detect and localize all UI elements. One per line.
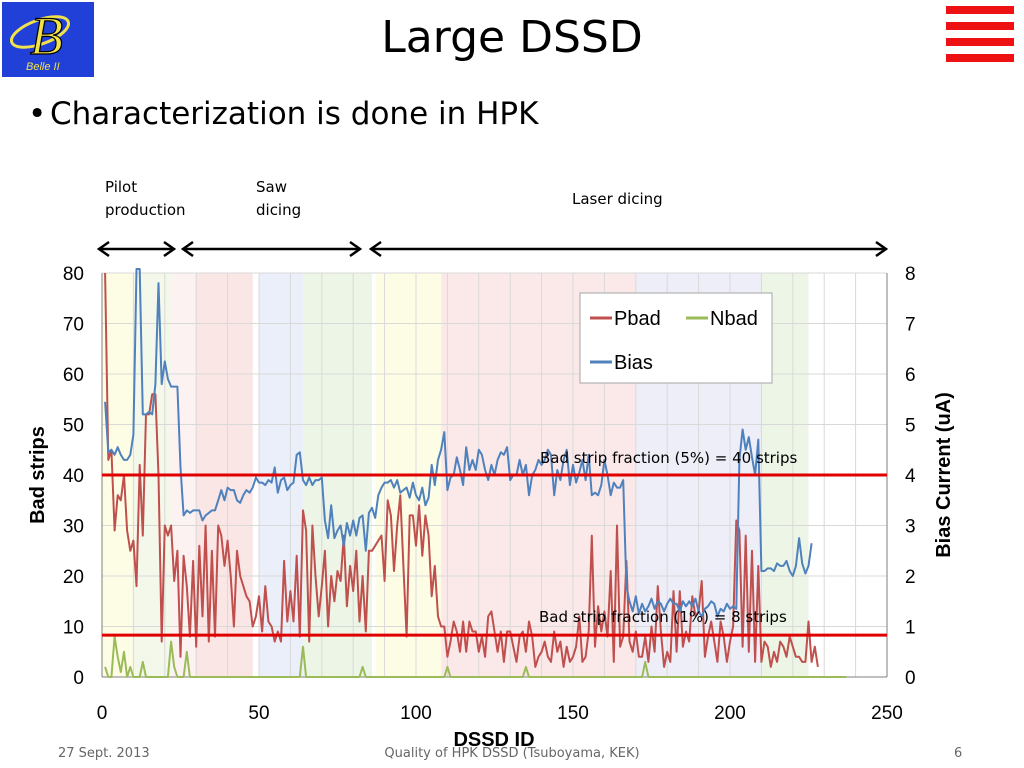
range-arrow-head	[349, 240, 363, 258]
threshold-label: Bad strip fraction (5%) = 40 strips	[540, 449, 797, 467]
annotation-saw-line2: dicing	[256, 201, 302, 219]
footer-title: Quality of HPK DSSD (Tsuboyama, KEK)	[384, 746, 640, 761]
x-tick-label: 250	[871, 703, 903, 724]
bullet-item: • Characterization is done in HPK	[28, 92, 538, 136]
legend-label-pbad: Pbad	[614, 308, 661, 330]
series-line-nbad	[104, 635, 847, 678]
x-tick-label: 0	[97, 703, 108, 724]
y-tick-label: 10	[63, 618, 84, 639]
series-line-bias	[104, 268, 813, 618]
y2-tick-label: 0	[905, 668, 916, 689]
y2-axis-label: Bias Current (uA)	[933, 392, 955, 558]
x-tick-label: 100	[400, 703, 432, 724]
annotation-saw-line1: Saw	[256, 178, 287, 196]
threshold-label: Bad strip fraction (1%) = 8 strips	[539, 608, 787, 626]
x-tick-label: 200	[714, 703, 746, 724]
y2-tick-label: 2	[905, 567, 916, 588]
y-tick-label: 0	[73, 668, 84, 689]
y-tick-label: 30	[63, 517, 84, 538]
x-axis-label: DSSD ID	[453, 729, 534, 751]
y2-tick-label: 8	[905, 264, 916, 285]
y-tick-label: 70	[63, 315, 84, 336]
hamburger-menu-icon[interactable]	[944, 4, 1018, 68]
y2-tick-label: 1	[905, 618, 916, 639]
range-arrow-head	[875, 240, 889, 258]
bullet-dot: •	[28, 96, 47, 132]
x-tick-label: 150	[557, 703, 589, 724]
annotation-pilot: Pilot production	[105, 176, 186, 222]
y-tick-label: 50	[63, 416, 84, 437]
belle2-logo: B Belle II	[2, 2, 94, 77]
y-tick-label: 80	[63, 264, 84, 285]
y-axis-label: Bad strips	[27, 426, 49, 524]
y-tick-label: 40	[63, 466, 84, 487]
bullet-text: Characterization is done in HPK	[50, 96, 539, 132]
annotation-pilot-line2: production	[105, 201, 186, 219]
belle2-logo-icon: B Belle II	[10, 5, 70, 73]
range-arrow-head	[163, 240, 177, 258]
y2-tick-label: 3	[905, 517, 916, 538]
annotation-laser: Laser dicing	[572, 190, 663, 208]
y-tick-label: 60	[63, 365, 84, 386]
legend: Pbad Nbad Bias	[579, 292, 773, 384]
svg-text:B: B	[30, 6, 63, 66]
range-arrow-head	[368, 240, 382, 258]
range-arrow-head	[96, 240, 110, 258]
annotation-saw: Saw dicing	[256, 176, 301, 222]
legend-label-bias: Bias	[614, 352, 653, 374]
slide-title: Large DSSD	[381, 12, 643, 63]
range-arrow-head	[180, 240, 194, 258]
legend-box	[579, 292, 773, 384]
y-tick-label: 20	[63, 567, 84, 588]
y2-tick-label: 5	[905, 416, 916, 437]
annotation-pilot-line1: Pilot	[105, 178, 138, 196]
logo-text: Belle II	[26, 61, 60, 73]
legend-label-nbad: Nbad	[710, 308, 758, 330]
series-line-pbad	[104, 272, 819, 668]
x-tick-label: 50	[248, 703, 269, 724]
y2-tick-label: 7	[905, 315, 916, 336]
footer-date: 27 Sept. 2013	[58, 746, 150, 761]
y2-tick-label: 4	[905, 466, 916, 487]
y2-tick-label: 6	[905, 365, 916, 386]
footer-page-number: 6	[954, 746, 963, 761]
